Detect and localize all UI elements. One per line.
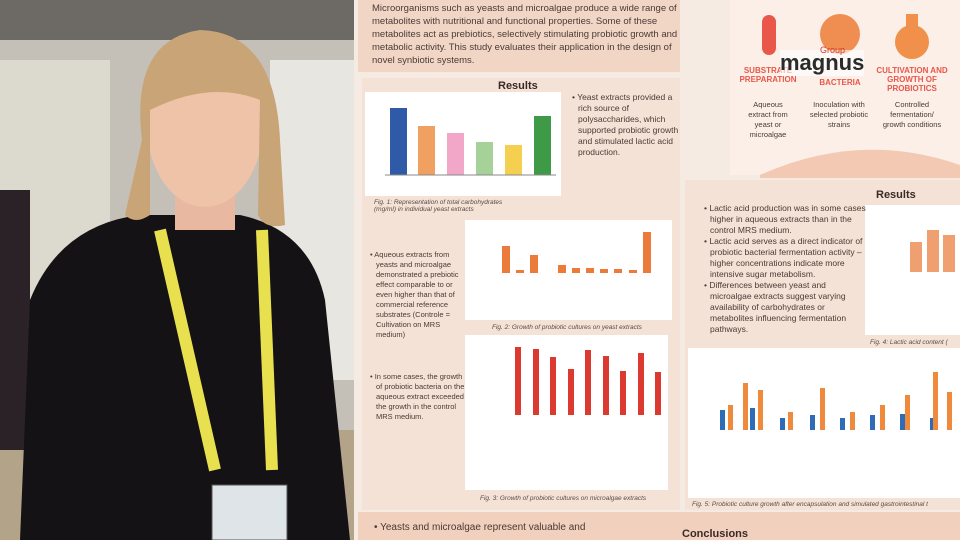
bullet: Differences between yeast and microalgae…: [702, 280, 868, 335]
conclusions-heading: Conclusions: [682, 528, 749, 540]
step-text: Aqueous extract from yeast or microalgae: [748, 100, 788, 139]
step-title: SUBSTRATE PREPARATION: [739, 66, 797, 84]
bullet: Aqueous extracts from yeasts and microal…: [368, 250, 468, 340]
bullet: Yeast extracts provided a rich source of…: [570, 92, 683, 158]
results-heading: Results: [876, 189, 916, 201]
figure-caption: Fig. 1: Representation of total carbohyd…: [374, 199, 503, 213]
step-text: Inoculation with selected probiotic stra…: [809, 100, 869, 129]
bullet: In some cases, the growth of probiotic b…: [368, 372, 468, 422]
results-heading: Results: [498, 80, 538, 92]
intro-text: Microorganisms such as yeasts and microa…: [372, 3, 678, 66]
logo-sub: Group: [820, 45, 846, 55]
conclusion-bullet: Yeasts and microalgae represent valuable…: [372, 522, 585, 533]
figure-caption: Fig. 5: Probiotic culture growth after e…: [692, 501, 928, 508]
step-title: BACTERIA: [819, 78, 861, 87]
figure-caption: Fig. 2: Growth of probiotic cultures on …: [492, 324, 642, 331]
logo: magnus: [780, 50, 865, 76]
logo-name: magnus: [780, 50, 865, 75]
figure-caption: Fig. 3: Growth of probiotic cultures on …: [480, 495, 647, 502]
step-title: CULTIVATION AND GROWTH OF PROBIOTICS: [876, 66, 948, 93]
step-text: Controlled fermentation/ growth conditio…: [882, 100, 942, 129]
bullet: Lactic acid serves as a direct indicator…: [702, 236, 868, 280]
figure-caption: Fig. 4: Lactic acid content (: [870, 339, 948, 346]
bullet: Lactic acid production was in some cases…: [702, 203, 868, 236]
